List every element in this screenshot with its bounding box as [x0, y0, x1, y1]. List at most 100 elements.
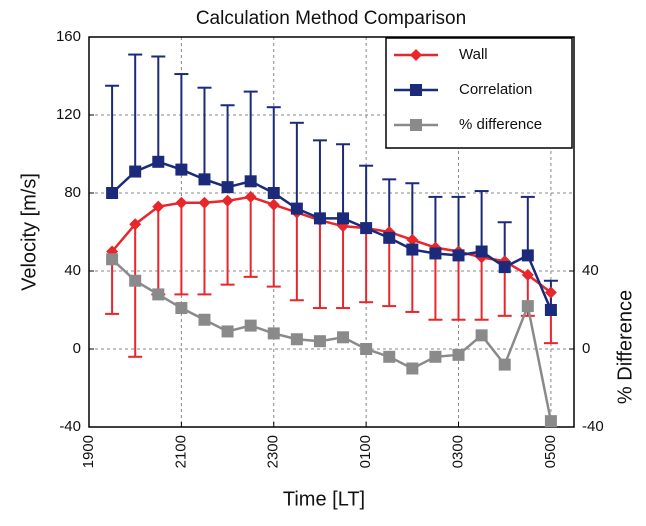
error-bar	[243, 196, 258, 278]
marker	[198, 173, 211, 186]
marker	[429, 350, 442, 363]
marker	[410, 84, 422, 96]
marker	[406, 243, 419, 256]
error-bar	[174, 73, 189, 170]
y-axis-label: Velocity [m/s]	[18, 173, 40, 291]
marker	[498, 261, 511, 274]
x-tick-label: 0300	[449, 435, 466, 468]
marker	[267, 198, 280, 211]
error-bar	[289, 121, 304, 209]
error-bar	[312, 220, 327, 310]
marker	[498, 358, 511, 371]
error-bar	[359, 228, 374, 304]
y-tick-label: 160	[56, 28, 81, 45]
error-bar	[266, 106, 281, 193]
marker	[267, 327, 280, 340]
y-tick-label: -40	[59, 418, 81, 435]
marker	[175, 302, 188, 315]
marker	[544, 286, 557, 299]
error-bar	[243, 90, 258, 182]
marker	[106, 253, 119, 266]
error-bar	[197, 86, 212, 180]
error-bar	[220, 104, 235, 188]
marker	[221, 181, 234, 194]
x-tick-label: 0100	[357, 435, 374, 468]
error-bar	[428, 247, 443, 321]
marker	[337, 212, 350, 225]
marker	[410, 119, 422, 131]
marker	[313, 335, 326, 348]
marker	[521, 268, 534, 281]
marker	[452, 249, 465, 262]
y2-tick-label: 0	[582, 340, 590, 357]
legend-label: % difference	[459, 116, 542, 133]
marker	[383, 350, 396, 363]
marker	[406, 362, 419, 375]
marker	[221, 325, 234, 338]
marker	[410, 49, 422, 61]
y-tick-label: 120	[56, 106, 81, 123]
y2-tick-label: -40	[582, 418, 604, 435]
series-line	[111, 160, 553, 311]
marker	[383, 231, 396, 244]
plot-frame	[88, 36, 575, 428]
marker	[544, 415, 557, 428]
marker	[521, 300, 534, 313]
marker	[106, 187, 119, 199]
error-bar	[197, 202, 212, 296]
error-bar	[451, 251, 466, 321]
marker	[129, 274, 142, 287]
marker	[290, 333, 303, 346]
marker	[129, 165, 142, 178]
marker	[452, 348, 465, 361]
error-bar	[359, 164, 374, 229]
marker	[244, 190, 257, 203]
y2-tick-label: 40	[582, 262, 599, 279]
error-bar	[382, 232, 397, 308]
marker	[544, 304, 557, 316]
marker	[475, 329, 488, 342]
x-tick-label: 1900	[80, 435, 97, 468]
error-bar	[474, 190, 489, 252]
error-bar	[174, 202, 189, 296]
series-line	[111, 195, 552, 294]
marker	[244, 175, 257, 188]
error-bar	[336, 226, 351, 310]
error-bar	[266, 204, 281, 288]
marker	[152, 155, 165, 168]
marker	[198, 313, 211, 326]
marker	[406, 233, 419, 246]
error-bar	[220, 200, 235, 286]
error-bar	[336, 143, 351, 219]
marker	[313, 212, 326, 225]
y-tick-label: 80	[64, 184, 81, 201]
error-bar	[312, 139, 327, 219]
error-bar	[520, 195, 535, 256]
error-bar	[474, 257, 489, 321]
marker	[198, 196, 211, 209]
error-bar	[105, 84, 120, 193]
x-axis-label: Time [LT]	[283, 488, 365, 510]
error-bar	[289, 212, 304, 302]
marker	[244, 319, 257, 332]
chart-title: Calculation Method Comparison	[196, 8, 466, 29]
legend-label: Correlation	[459, 81, 532, 98]
marker	[290, 202, 303, 215]
marker	[429, 247, 442, 260]
error-bar	[151, 206, 166, 296]
error-bar	[128, 53, 143, 172]
error-bar	[151, 55, 166, 162]
marker	[360, 222, 373, 235]
x-tick-label: 0500	[542, 435, 559, 468]
y2-axis-label: % Difference	[614, 290, 636, 404]
marker	[221, 194, 234, 207]
marker	[175, 163, 188, 176]
x-tick-label: 2300	[265, 435, 282, 468]
legend-label: Wall	[459, 46, 488, 63]
marker	[337, 331, 350, 344]
y-tick-label: 0	[73, 340, 81, 357]
y-tick-label: 40	[64, 262, 81, 279]
marker	[475, 245, 488, 258]
x-tick-label: 2100	[172, 435, 189, 468]
